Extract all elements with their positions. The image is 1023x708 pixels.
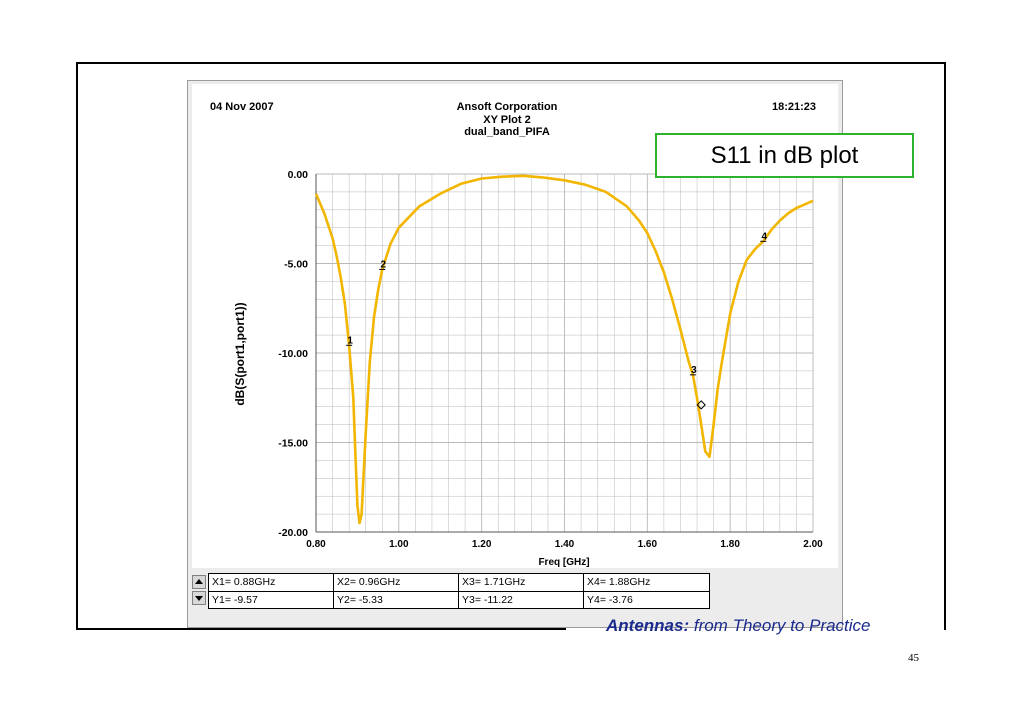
frame-right-line: [944, 62, 946, 630]
arrow-down-icon: [195, 596, 203, 601]
y-tick-label: -10.00: [278, 348, 308, 360]
plot-date: 04 Nov 2007: [210, 101, 274, 113]
plot-design: dual_band_PIFA: [464, 126, 550, 138]
marker-x2: X2= 0.96GHz: [334, 574, 459, 591]
page-number: 45: [908, 652, 919, 664]
axis-layer: 0.80 1.00 1.20 1.40 1.60 1.80 2.00 0.00 -5.00 -10…: [278, 169, 823, 550]
marker-layer: 1 2 3 4: [346, 231, 768, 410]
marker-label: 1: [347, 335, 353, 346]
y-tick-label: -20.00: [278, 527, 308, 539]
x-tick-label: 2.00: [803, 539, 823, 550]
y-tick-label: 0.00: [288, 169, 309, 181]
x-tick-label: 1.20: [472, 539, 492, 550]
frame-top-line: [76, 62, 946, 64]
marker-y1: Y1= -9.57: [209, 591, 334, 608]
x-tick-label: 1.80: [720, 539, 740, 550]
y-tick-label: -5.00: [284, 259, 308, 271]
frame-left-line: [76, 62, 78, 630]
x-tick-label: 1.60: [638, 539, 658, 550]
s11-callout-box: S11 in dB plot: [655, 133, 914, 178]
frame-bottom-line: [76, 628, 566, 630]
x-axis-label: Freq [GHz]: [538, 557, 589, 568]
y-tick-label: -15.00: [278, 438, 308, 450]
marker-label: 4: [762, 231, 768, 242]
footer-caption: Antennas: from Theory to Practice: [606, 616, 871, 636]
x-tick-label: 0.80: [306, 539, 326, 550]
plot-time: 18:21:23: [772, 101, 817, 113]
x-tick-label: 1.40: [555, 539, 575, 550]
marker-label: 2: [380, 259, 386, 270]
marker-y2: Y2= -5.33: [334, 591, 459, 608]
marker-label: 3: [691, 365, 697, 376]
marker-table: X1= 0.88GHz X2= 0.96GHz X3= 1.71GHz X4= …: [208, 573, 710, 609]
footer-caption-rest: from Theory to Practice: [689, 616, 871, 635]
diamond-marker: [696, 400, 706, 410]
marker-y4: Y4= -3.76: [584, 591, 709, 608]
plot-title-block: Ansoft Corporation XY Plot 2 dual_band_P…: [412, 101, 602, 139]
marker-scroll-down-button[interactable]: [192, 591, 206, 605]
plot-name: XY Plot 2: [483, 113, 531, 126]
marker-x3: X3= 1.71GHz: [459, 574, 584, 591]
grid-layer: [315, 173, 814, 533]
marker-y3: Y3= -11.22: [459, 591, 584, 608]
arrow-up-icon: [195, 579, 203, 584]
plot-company: Ansoft Corporation: [456, 101, 558, 113]
marker-x4: X4= 1.88GHz: [587, 576, 651, 588]
marker-x1: X1= 0.88GHz: [209, 574, 334, 591]
x-tick-label: 1.00: [389, 539, 409, 550]
s11-curve: [314, 174, 814, 525]
footer-caption-bold: Antennas:: [606, 616, 690, 635]
curve-layer: [314, 174, 814, 525]
y-axis-label: dB(S(port1,port1)): [233, 302, 247, 405]
marker-scroll-up-button[interactable]: [192, 575, 206, 589]
